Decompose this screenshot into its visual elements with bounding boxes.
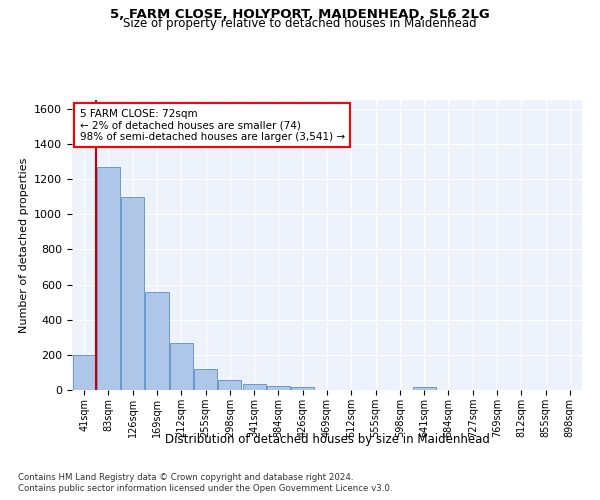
Y-axis label: Number of detached properties: Number of detached properties bbox=[19, 158, 29, 332]
Text: 5 FARM CLOSE: 72sqm
← 2% of detached houses are smaller (74)
98% of semi-detache: 5 FARM CLOSE: 72sqm ← 2% of detached hou… bbox=[80, 108, 345, 142]
Text: 5, FARM CLOSE, HOLYPORT, MAIDENHEAD, SL6 2LG: 5, FARM CLOSE, HOLYPORT, MAIDENHEAD, SL6… bbox=[110, 8, 490, 20]
Bar bbox=[267, 386, 290, 390]
Bar bbox=[97, 167, 120, 390]
Text: Distribution of detached houses by size in Maidenhead: Distribution of detached houses by size … bbox=[164, 432, 490, 446]
Bar bbox=[218, 380, 241, 390]
Text: Size of property relative to detached houses in Maidenhead: Size of property relative to detached ho… bbox=[123, 18, 477, 30]
Bar bbox=[73, 355, 95, 390]
Bar bbox=[121, 196, 144, 390]
Bar bbox=[413, 388, 436, 390]
Bar bbox=[194, 369, 217, 390]
Bar bbox=[145, 292, 169, 390]
Text: Contains public sector information licensed under the Open Government Licence v3: Contains public sector information licen… bbox=[18, 484, 392, 493]
Bar bbox=[170, 344, 193, 390]
Bar bbox=[242, 384, 266, 390]
Text: Contains HM Land Registry data © Crown copyright and database right 2024.: Contains HM Land Registry data © Crown c… bbox=[18, 472, 353, 482]
Bar bbox=[291, 388, 314, 390]
